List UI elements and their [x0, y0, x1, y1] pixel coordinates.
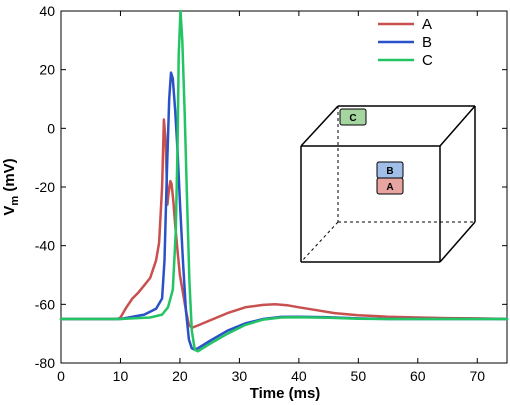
y-tick-label: -20: [35, 179, 55, 195]
series-layer: [59, 9, 509, 353]
y-tick-label: 40: [39, 3, 55, 19]
legend: ABC: [378, 16, 433, 69]
x-tick-label: 20: [172, 368, 188, 384]
series-line-a: [59, 118, 509, 330]
y-axis-label: Vm (mV): [1, 158, 21, 215]
x-tick-label: 70: [469, 368, 485, 384]
y-axis-ticks: -80 -60 -40 -20 0 20 40: [35, 3, 507, 371]
y-tick-label: -80: [35, 355, 55, 371]
inset-box-a-rect: [376, 177, 404, 195]
x-tick-label: 50: [351, 368, 367, 384]
inset-box-b: B: [376, 161, 404, 179]
x-tick-label: 60: [410, 368, 426, 384]
inset-box-c-rect: [339, 108, 367, 126]
x-tick-label: 0: [57, 368, 65, 384]
legend-label-b: B: [422, 34, 432, 51]
y-axis-label-sub: m: [9, 196, 21, 206]
y-axis-label-unit: (mV): [1, 158, 18, 196]
x-axis-label: Time (ms): [250, 385, 321, 402]
inset-box-c: C: [339, 108, 367, 126]
inset-box-a-label: A: [386, 182, 393, 193]
inset-cube-diagram: C B A: [300, 105, 476, 263]
y-tick-label: 20: [39, 62, 55, 78]
x-tick-label: 30: [232, 368, 248, 384]
cube-edge: [439, 105, 476, 147]
y-axis-label-main: V: [1, 206, 18, 216]
inset-box-a: A: [376, 177, 404, 195]
cube-edge: [300, 105, 339, 147]
inset-box-b-label: B: [386, 166, 393, 177]
legend-label-a: A: [422, 16, 432, 33]
cube-edge: [439, 221, 476, 263]
y-tick-label: -40: [35, 238, 55, 254]
x-tick-label: 40: [291, 368, 307, 384]
y-tick-label: -60: [35, 296, 55, 312]
cube-hidden-edge: [300, 221, 339, 263]
legend-label-c: C: [422, 52, 433, 69]
inset-box-c-label: C: [349, 113, 356, 124]
series-line-c: [59, 9, 509, 353]
y-tick-label: 0: [47, 120, 55, 136]
x-tick-label: 10: [113, 368, 129, 384]
x-axis-ticks: 0 10 20 30 40 50 60 70: [57, 11, 485, 384]
